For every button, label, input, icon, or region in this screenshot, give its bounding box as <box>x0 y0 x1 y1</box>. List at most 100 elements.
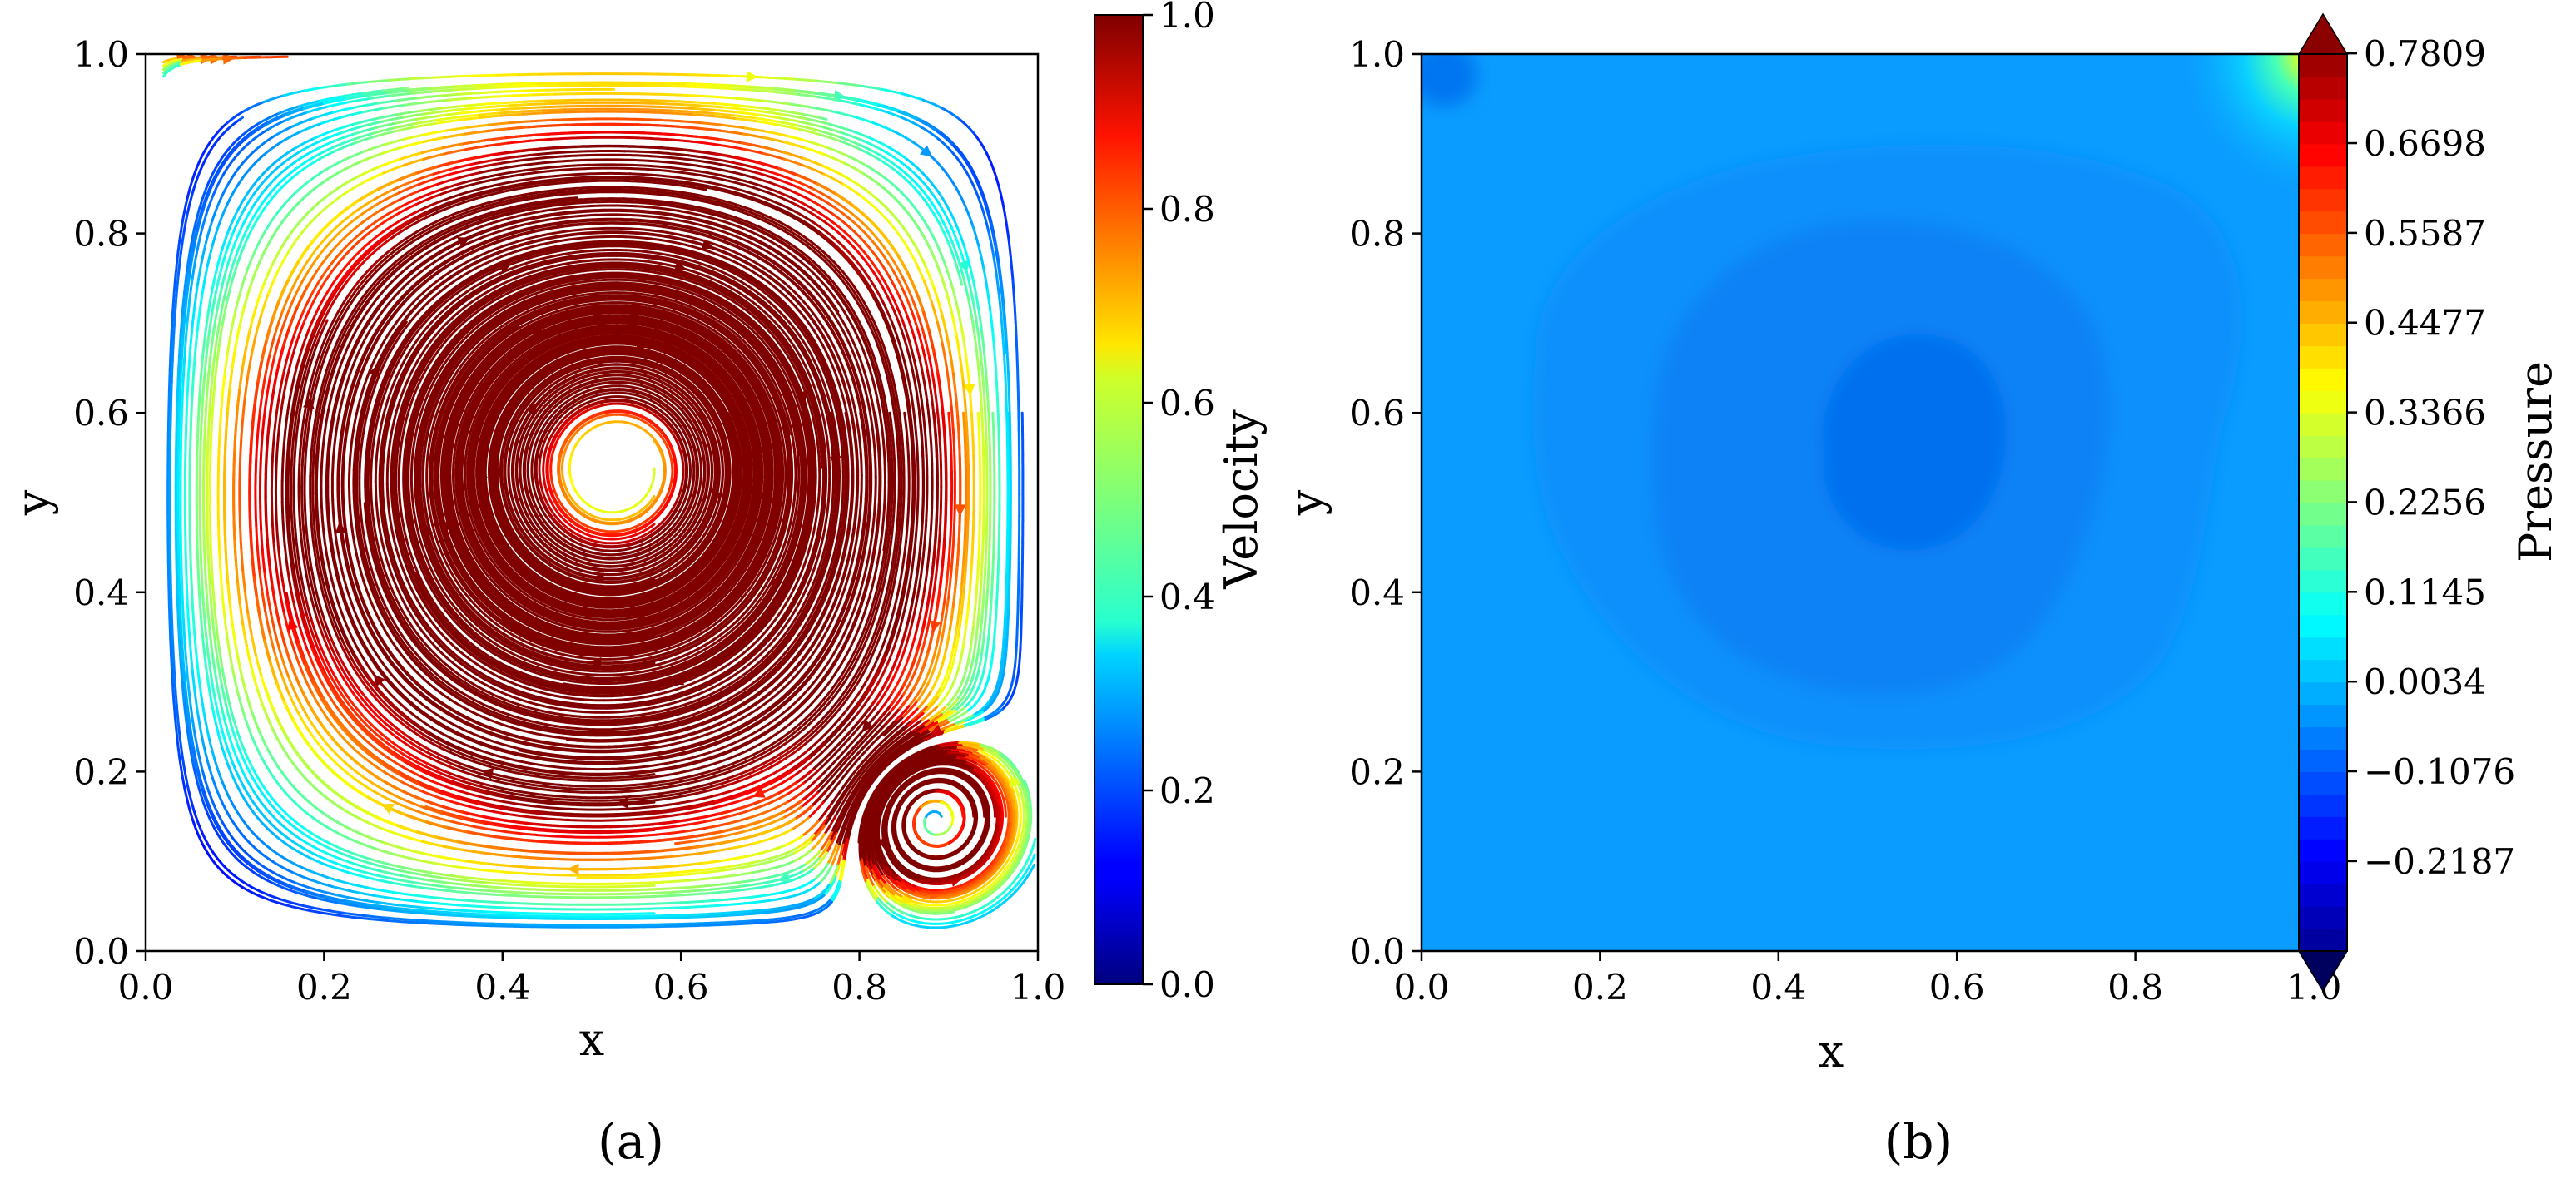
streamline <box>903 496 904 518</box>
streamline <box>615 890 637 891</box>
streamline <box>273 526 275 547</box>
streamline <box>557 836 578 837</box>
streamline <box>495 880 517 882</box>
streamline <box>299 465 300 487</box>
streamline <box>940 443 941 465</box>
streamline <box>583 237 604 239</box>
streamline <box>623 883 645 884</box>
streamline <box>396 460 397 482</box>
streamline <box>618 119 639 120</box>
streamline <box>629 874 651 875</box>
streamline <box>588 683 610 684</box>
streamline <box>917 492 918 513</box>
streamline <box>600 792 622 793</box>
streamline <box>894 456 895 478</box>
streamline <box>637 889 658 890</box>
streamline <box>952 537 954 558</box>
streamline <box>332 457 333 478</box>
streamline <box>977 563 979 585</box>
streamline <box>560 151 582 152</box>
streamline <box>510 121 532 123</box>
streamline <box>930 529 931 551</box>
streamline <box>558 791 579 793</box>
streamline <box>213 388 215 409</box>
streamline <box>283 438 285 459</box>
streamline <box>949 413 950 434</box>
streamline <box>310 498 311 519</box>
streamline <box>604 739 626 740</box>
streamline <box>617 192 638 193</box>
streamline <box>585 215 607 216</box>
streamline <box>465 473 467 495</box>
streamline <box>272 504 273 526</box>
streamline <box>842 450 843 472</box>
streamline <box>563 768 585 770</box>
streamline <box>582 229 603 230</box>
streamline <box>272 439 274 461</box>
streamline <box>829 458 830 480</box>
streamline <box>651 112 673 113</box>
streamline <box>621 835 643 836</box>
streamline <box>931 508 932 529</box>
streamline <box>809 455 810 477</box>
streamline <box>666 880 687 882</box>
streamline <box>837 477 838 498</box>
streamline <box>613 303 634 304</box>
streamline <box>925 520 926 542</box>
streamline <box>819 460 820 482</box>
streamline <box>310 454 311 476</box>
streamline <box>979 542 980 563</box>
streamline <box>798 460 799 482</box>
streamline <box>535 835 557 836</box>
streamline <box>595 325 617 327</box>
streamline <box>566 174 588 176</box>
streamline <box>305 510 307 532</box>
streamline <box>926 456 927 478</box>
streamline <box>501 872 523 874</box>
streamline <box>628 215 649 216</box>
streamline <box>805 473 806 494</box>
streamline <box>828 479 829 501</box>
streamline <box>602 716 623 717</box>
streamline <box>628 160 650 161</box>
streamline <box>544 112 566 113</box>
streamline <box>375 482 376 503</box>
streamline <box>553 795 574 797</box>
streamline <box>598 629 619 630</box>
streamline <box>954 515 955 537</box>
streamline <box>282 503 283 524</box>
streamline <box>851 455 852 477</box>
streamline <box>588 675 610 676</box>
streamline <box>903 453 904 474</box>
streamline <box>529 139 551 141</box>
streamline <box>219 525 220 547</box>
streamline <box>971 413 973 434</box>
streamline <box>282 459 283 481</box>
streamline <box>283 524 285 546</box>
streamline <box>588 187 609 188</box>
streamline <box>604 328 626 329</box>
streamline <box>570 785 592 786</box>
streamline <box>907 434 909 456</box>
streamline <box>626 237 648 239</box>
streamline <box>566 188 588 190</box>
streamline <box>240 463 241 484</box>
streamline <box>953 429 954 450</box>
streamline <box>456 470 457 492</box>
streamline <box>241 548 243 570</box>
streamline <box>632 165 653 166</box>
streamline <box>333 500 335 522</box>
streamline <box>818 482 820 503</box>
streamline <box>930 422 931 443</box>
streamline <box>951 407 953 429</box>
streamline <box>387 463 388 484</box>
streamline <box>594 619 616 620</box>
streamline <box>951 499 952 521</box>
streamline <box>673 113 694 115</box>
streamline <box>501 114 523 116</box>
streamline <box>375 460 376 482</box>
streamline <box>211 560 212 582</box>
streamline <box>613 785 634 787</box>
streamline <box>609 293 631 294</box>
streamline <box>931 443 932 464</box>
